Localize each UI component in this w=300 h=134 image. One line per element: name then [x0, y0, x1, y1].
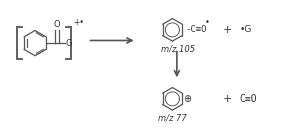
Text: G: G [65, 39, 72, 48]
Text: -C≡O: -C≡O [185, 25, 207, 34]
Text: C≡O: C≡O [240, 94, 257, 104]
Text: •G: •G [240, 25, 252, 34]
Text: +: + [223, 94, 232, 104]
Text: m/z 105: m/z 105 [161, 44, 195, 53]
Text: O: O [53, 20, 60, 29]
Text: m/z 77: m/z 77 [158, 113, 187, 122]
Text: +: + [223, 25, 232, 35]
Text: •: • [205, 18, 210, 27]
Text: +•: +• [73, 18, 84, 27]
Text: $\oplus$: $\oplus$ [183, 93, 193, 104]
